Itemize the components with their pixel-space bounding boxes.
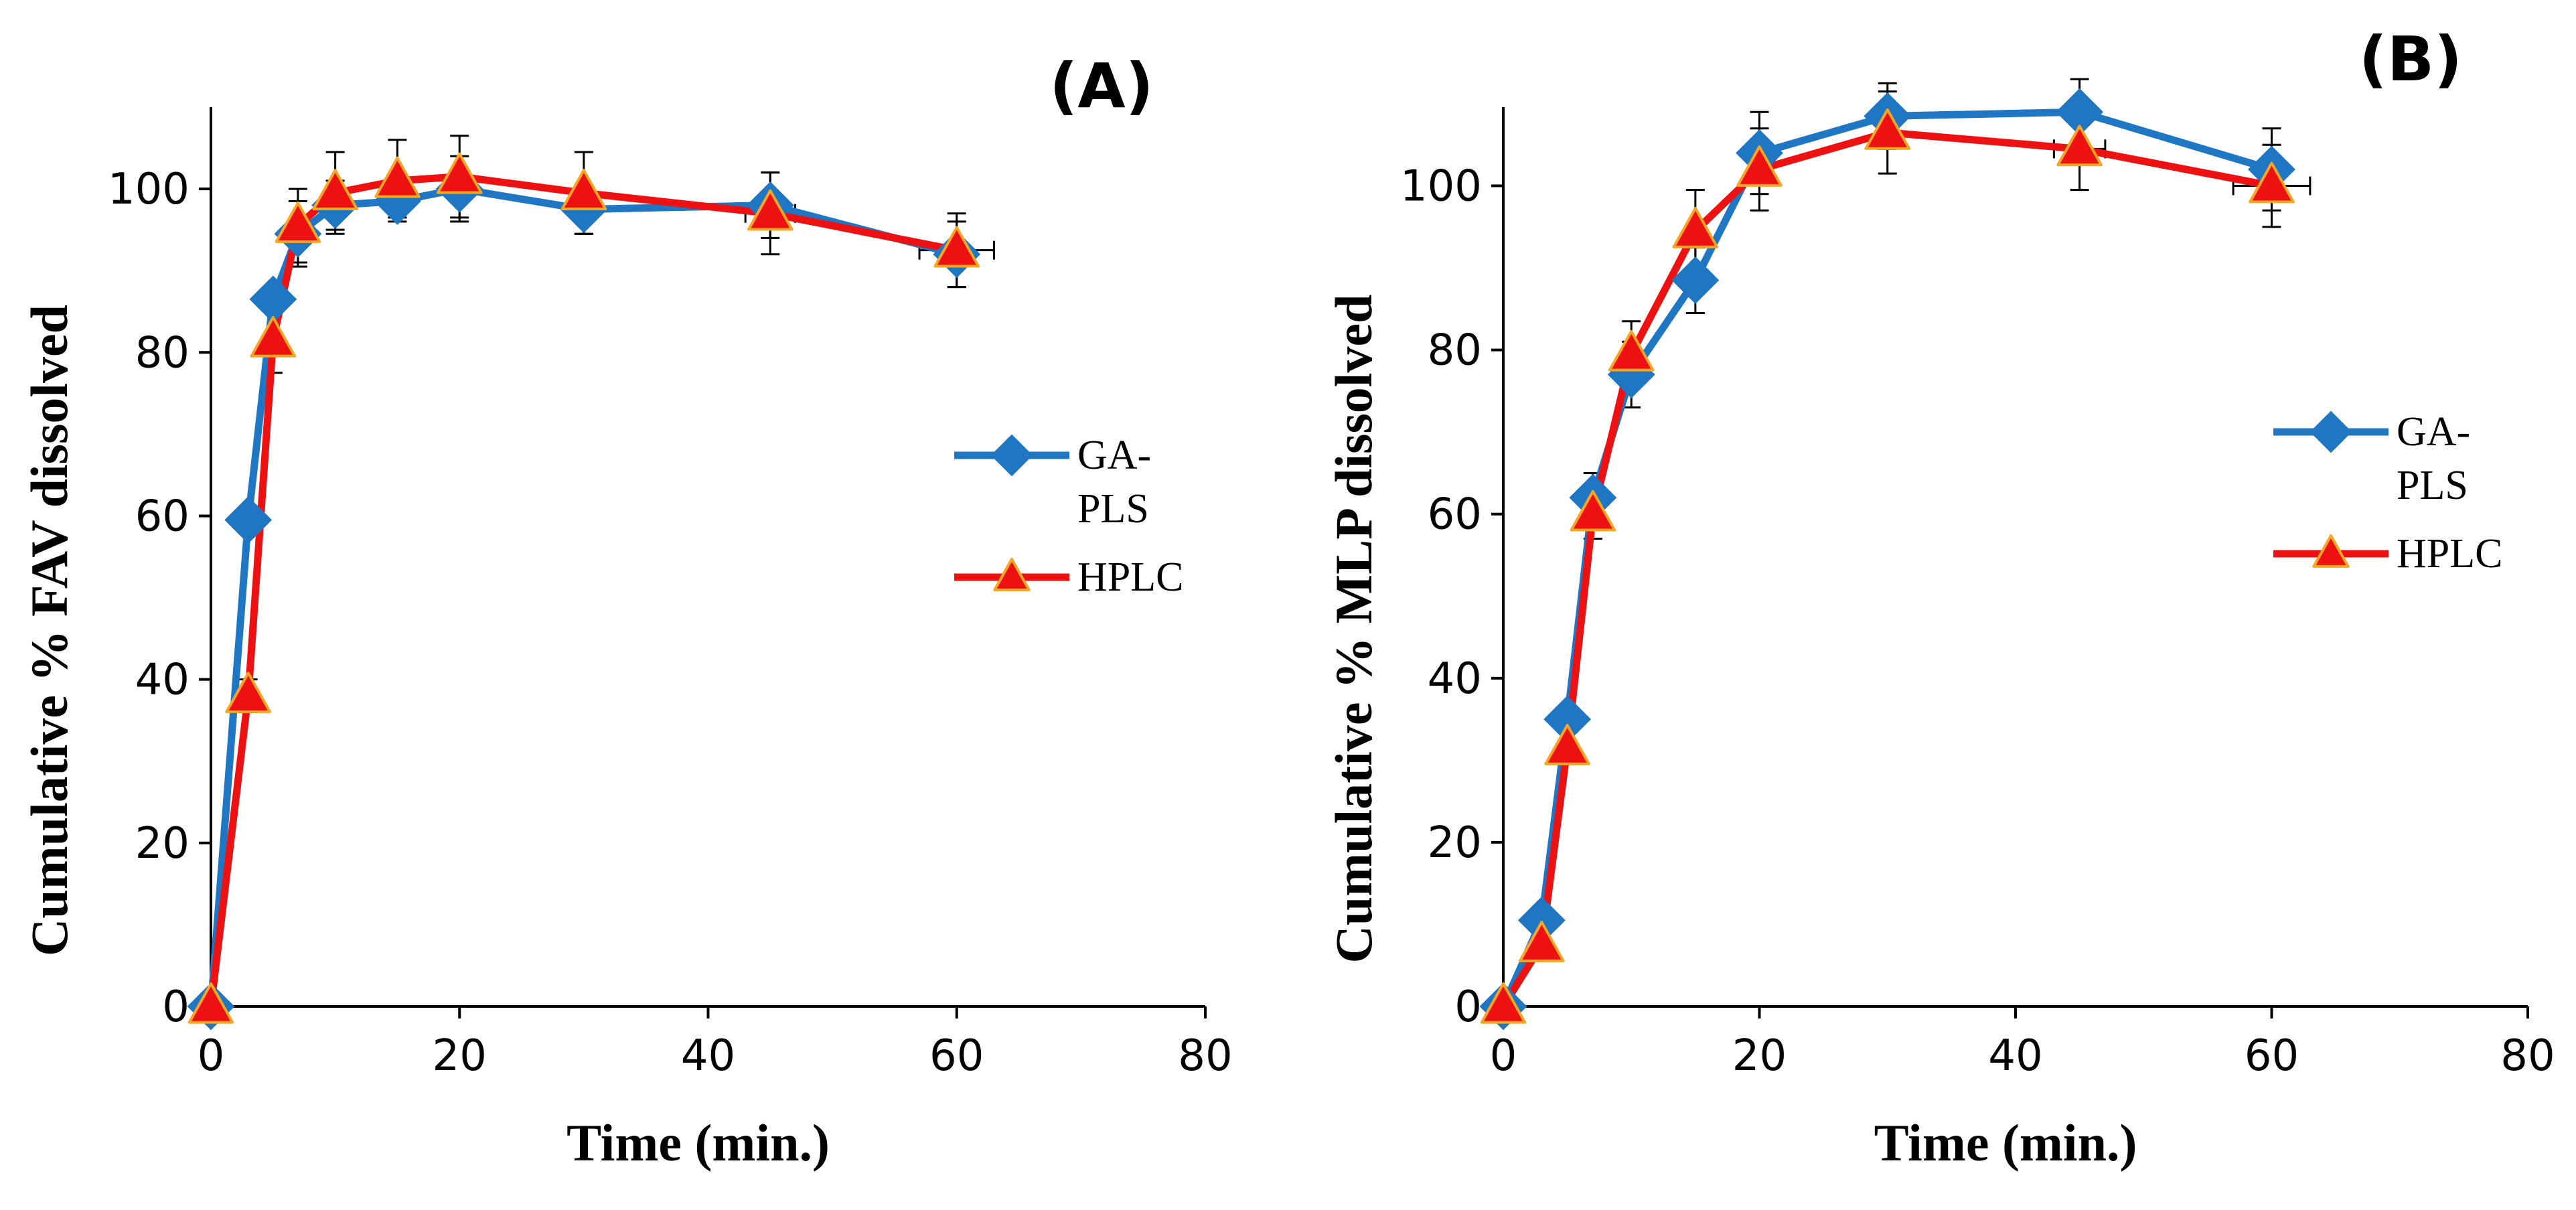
y-tick-label: 80 (1428, 326, 1482, 376)
y-tick-label: 20 (1428, 818, 1482, 868)
data-point-hplc (2056, 125, 2103, 167)
series-markers-hplc (1480, 108, 2295, 1024)
legend-label-ga-pls: PLS (1077, 486, 1149, 532)
x-tick-label: 20 (1732, 1031, 1787, 1081)
data-point-hplc (933, 226, 980, 268)
x-axis-title: Time (min.) (566, 1114, 830, 1172)
y-tick-label: 0 (1454, 982, 1482, 1032)
y-tick-label: 40 (1428, 654, 1482, 704)
x-axis-title: Time (min.) (1874, 1114, 2137, 1172)
x-tick-label: 60 (2245, 1031, 2299, 1081)
data-point-hplc (1736, 145, 1783, 187)
y-tick-label: 100 (108, 165, 190, 214)
y-axis-title: Cumulative % FAV dissolved (20, 305, 78, 956)
x-tick-label: 40 (681, 1031, 735, 1081)
data-point-hplc (275, 202, 321, 243)
legend-label-ga-pls: GA- (2397, 409, 2470, 455)
x-tick-label: 80 (1178, 1031, 1232, 1081)
y-tick-label: 60 (1428, 490, 1482, 540)
panel-label: (A) (1049, 50, 1153, 122)
data-point-hplc (250, 315, 297, 358)
data-point-hplc (187, 982, 234, 1024)
chart-panel-b: 0 20 40 60 80 100 0 20 40 60 80 Time (min.) Cumulati… (1324, 23, 2555, 1172)
data-point-hplc (1864, 108, 1911, 150)
legend-label-ga-pls: PLS (2397, 463, 2468, 508)
data-point-hplc (1672, 206, 1719, 248)
data-point-ga-pls (224, 496, 273, 544)
legend-label-hplc: HPLC (2397, 531, 2502, 577)
y-tick-label: 60 (135, 491, 190, 541)
y-tick-label: 20 (135, 819, 190, 868)
chart-panel-a: 0 20 40 60 80 100 0 20 40 60 80 Time (min.) Cumulati… (20, 50, 1233, 1172)
y-tick-label: 100 (1400, 162, 1482, 212)
y-axis-title: Cumulative % MLP dissolved (1324, 295, 1383, 964)
x-tick-label: 80 (2500, 1031, 2555, 1081)
x-tick-label: 40 (1988, 1031, 2042, 1081)
x-tick-label: 0 (198, 1031, 225, 1081)
y-tick-label: 40 (135, 656, 190, 705)
data-point-ga-pls (1671, 256, 1720, 304)
series-line-ga-pls (207, 185, 958, 1007)
data-point-hplc (374, 156, 421, 198)
data-point-hplc (560, 169, 607, 210)
legend-label-ga-pls: GA- (1077, 433, 1151, 478)
legend-marker-ga-pls (2309, 410, 2352, 453)
x-tick-label: 60 (929, 1031, 984, 1081)
legend-marker-ga-pls (990, 434, 1033, 477)
legend: GA- PLS HPLC (954, 433, 1183, 600)
data-point-hplc (1570, 489, 1616, 532)
legend-marker-hplc (993, 558, 1031, 591)
legend-label-hplc: HPLC (1077, 554, 1183, 600)
data-point-hplc (2249, 161, 2295, 204)
x-tick-label: 20 (433, 1031, 487, 1081)
data-point-hplc (747, 189, 793, 231)
legend: GA- PLS HPLC (2273, 409, 2502, 577)
data-point-hplc (1519, 921, 1565, 962)
y-tick-label: 0 (162, 982, 190, 1032)
legend-marker-hplc (2312, 534, 2350, 568)
series-markers-hplc (187, 152, 980, 1024)
panel-label: (B) (2359, 23, 2462, 95)
data-point-hplc (1608, 329, 1655, 372)
y-tick-label: 80 (135, 328, 190, 378)
series-line-hplc (1500, 129, 2273, 1008)
data-point-hplc (312, 169, 358, 210)
data-point-hplc (1480, 982, 1527, 1024)
data-point-hplc (225, 672, 271, 713)
data-point-hplc (1544, 723, 1590, 765)
x-tick-label: 0 (1490, 1031, 1517, 1081)
data-point-hplc (436, 152, 483, 194)
